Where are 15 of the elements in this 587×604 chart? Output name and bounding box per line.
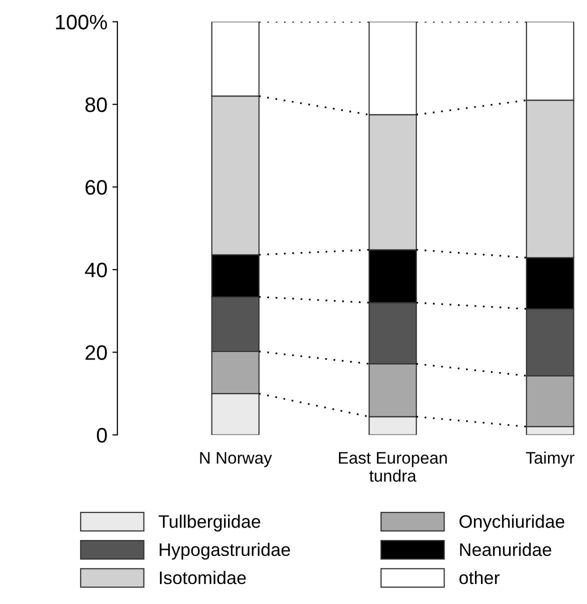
- y-tick-label: 20: [86, 345, 107, 360]
- y-tick-label: 80: [85, 97, 107, 112]
- legend-label: Tullbergiidae: [158, 514, 260, 532]
- legend-label: Onychiuridae: [460, 514, 564, 532]
- y-tick-label: 0: [96, 428, 107, 443]
- legend-label: Hypogastruridae: [160, 542, 290, 560]
- x-tick-label: Taimyr: [526, 452, 574, 468]
- legend-label: Isotomidae: [160, 570, 246, 584]
- legend-label: Neanuridae: [460, 542, 552, 556]
- x-tick-label: N Norway: [200, 452, 272, 468]
- y-tick-label: 100%: [56, 14, 107, 30]
- legend-label: other: [459, 570, 500, 584]
- y-tick-label: 40: [84, 262, 107, 278]
- y-tick-label: 60: [86, 180, 107, 195]
- x-tick-label: East European tundra: [338, 452, 447, 482]
